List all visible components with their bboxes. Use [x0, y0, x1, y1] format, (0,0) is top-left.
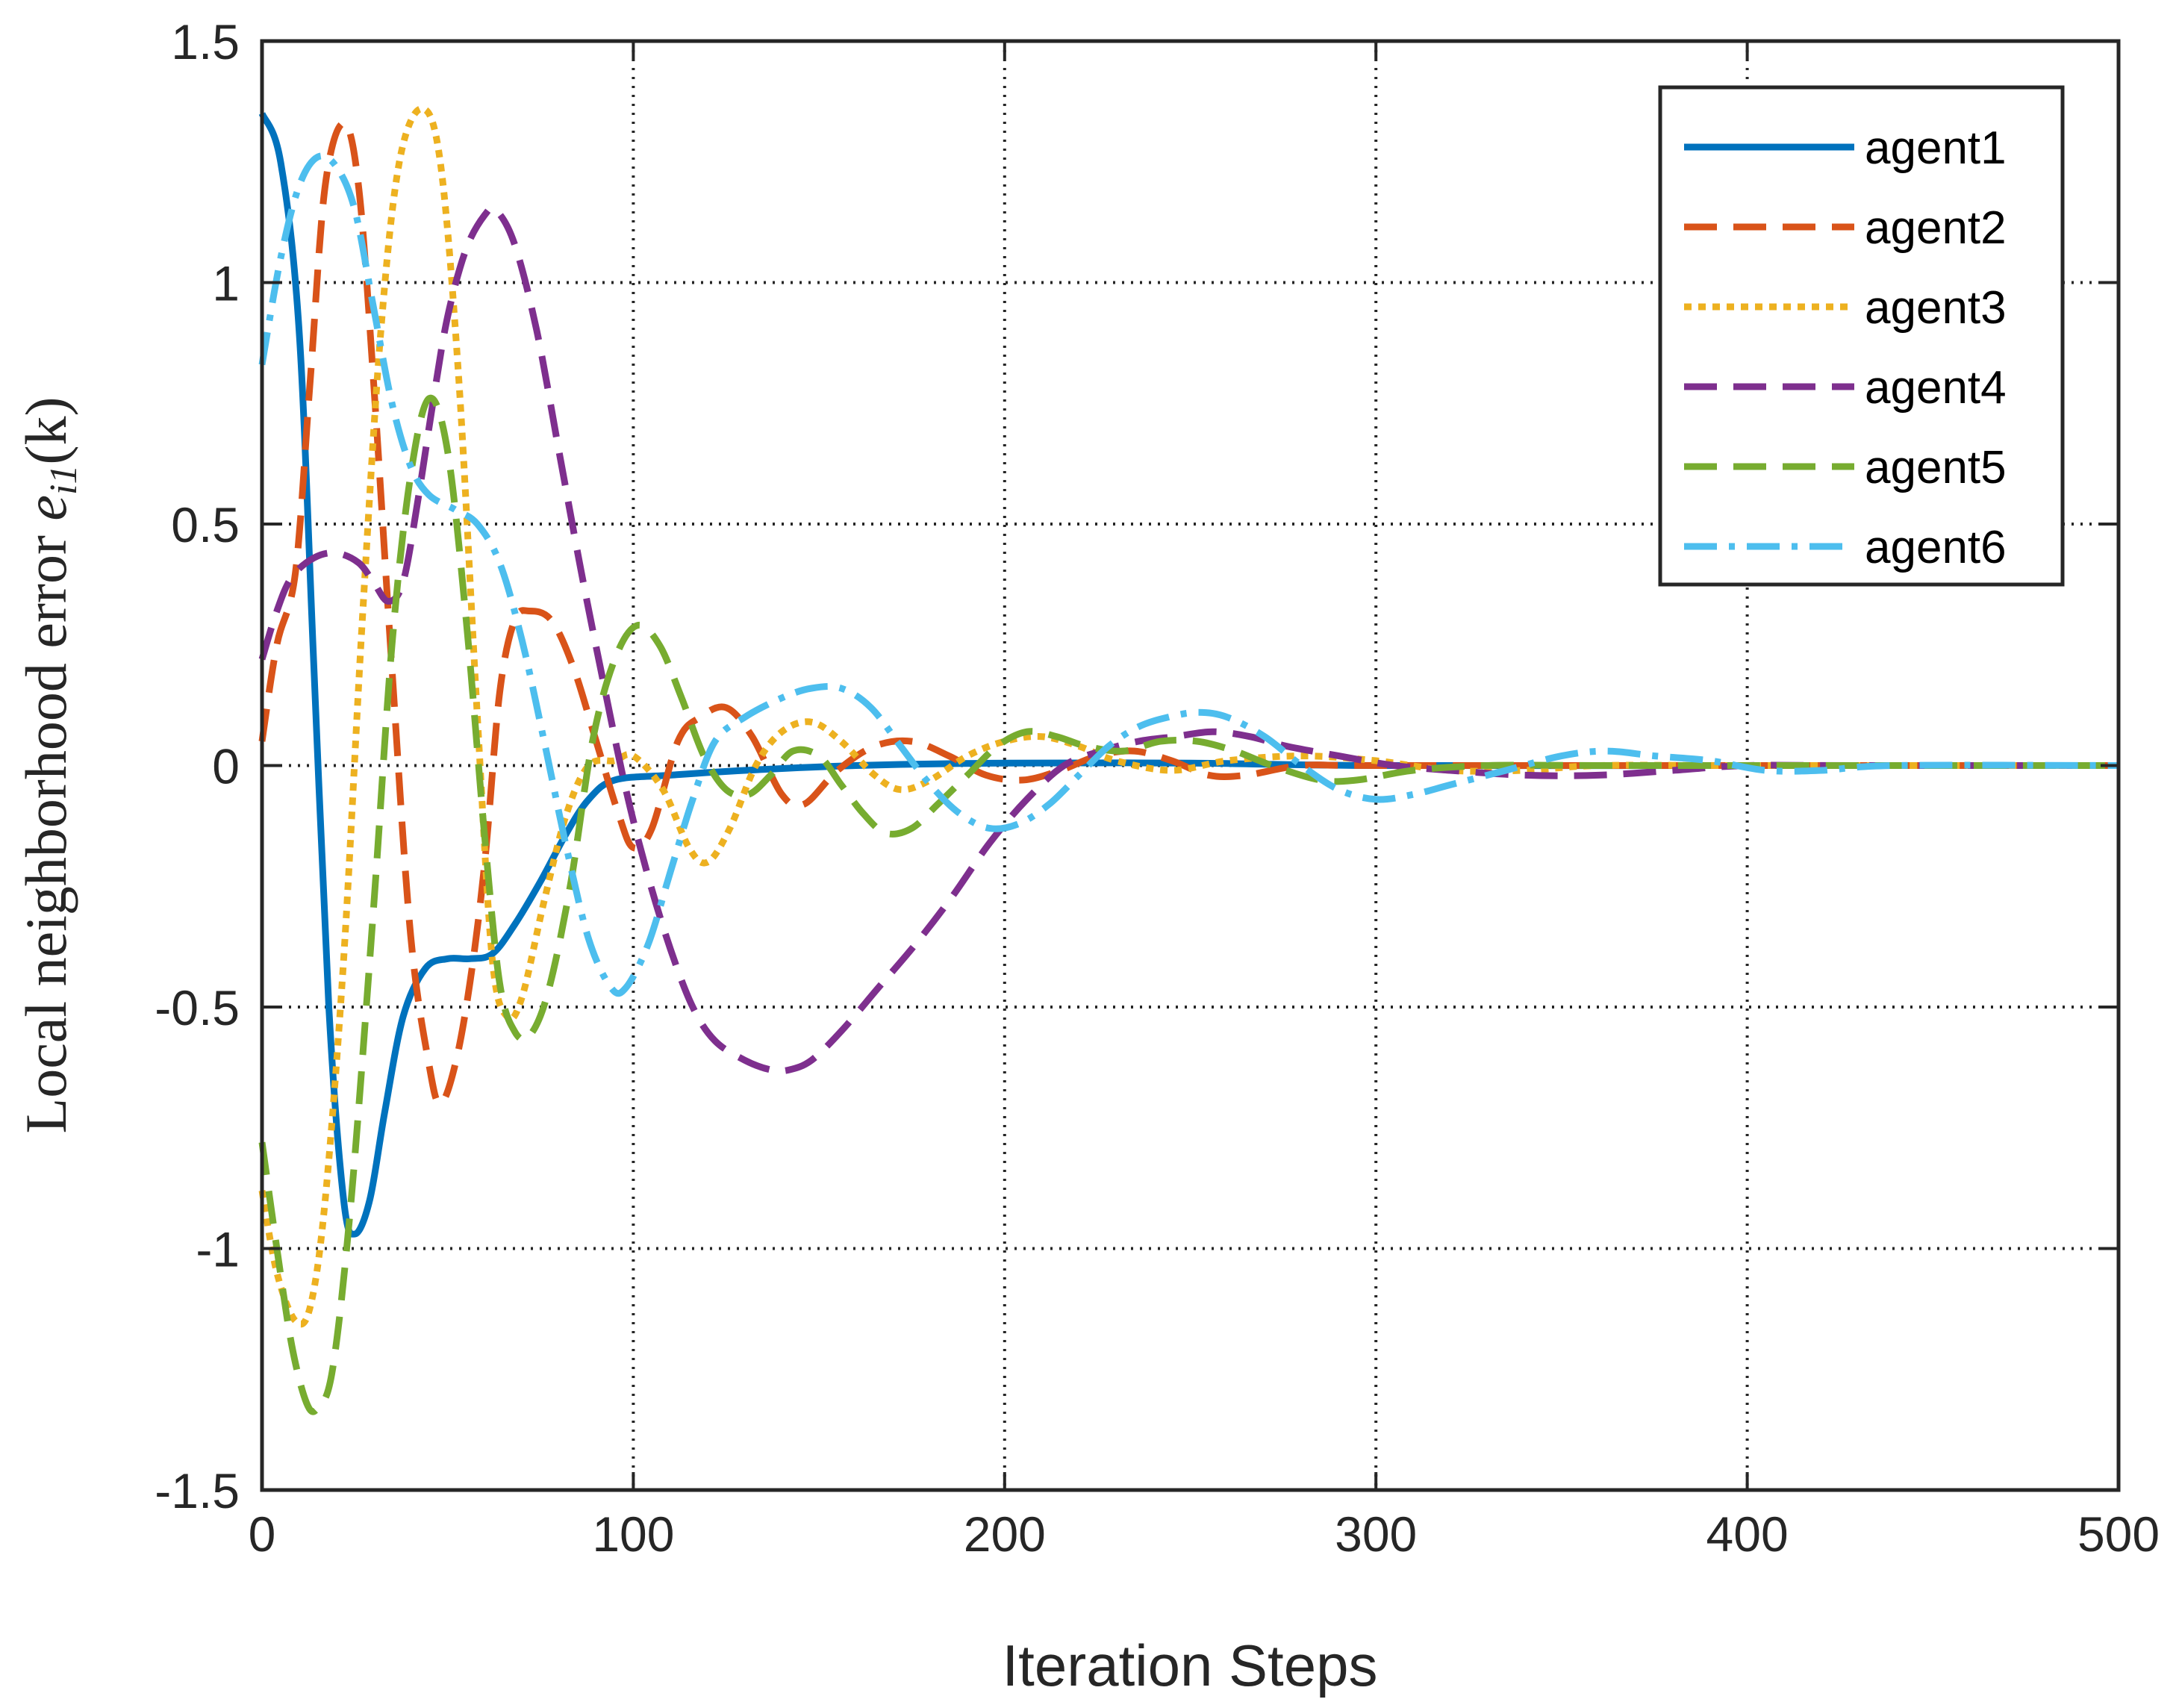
y-tick-labels: 1.5 1 0.5 0 -0.5 -1 -1.5: [155, 14, 240, 1518]
legend: agent1 agent2 agent3 agent4 agent5 agent6: [1658, 85, 2065, 587]
legend-label-agent6: agent6: [1865, 522, 2007, 573]
y-axis-title-var: e: [13, 495, 78, 521]
series-line-agent5: [258, 394, 2119, 1415]
series-line-agent1: [258, 112, 2119, 1238]
y-tick-label: 1: [212, 256, 240, 311]
y-tick-label: -0.5: [155, 980, 240, 1035]
y-tick-label: 0: [212, 739, 240, 794]
y-tick-label: 1.5: [171, 14, 240, 69]
y-axis-title-text: Local neighborhood error: [13, 521, 78, 1134]
legend-label-agent1: agent1: [1865, 122, 2007, 174]
y-tick-label: -1: [196, 1222, 240, 1277]
x-tick-label: 100: [592, 1506, 674, 1562]
y-axis-title: Local neighborhood error ei1(k): [13, 397, 85, 1134]
x-tick-label: 300: [1335, 1506, 1417, 1562]
legend-label-agent5: agent5: [1865, 442, 2007, 493]
x-tick-label: 200: [964, 1506, 1046, 1562]
x-tick-label: 500: [2077, 1506, 2160, 1562]
series-line-agent6: [258, 152, 2119, 997]
tick-marks: [261, 40, 2120, 1492]
legend-label-agent2: agent2: [1865, 202, 2007, 254]
x-tick-labels: 0 100 200 300 400 500: [249, 1506, 2160, 1562]
series-line-agent4: [258, 204, 2119, 1075]
x-tick-label: 400: [1706, 1506, 1789, 1562]
series-lines: [258, 105, 2119, 1415]
y-axis-title-sub: i1: [43, 465, 85, 495]
x-tick-label: 0: [249, 1506, 276, 1562]
legend-box: [1658, 85, 2065, 587]
y-axis-title-arg: (k): [13, 397, 78, 465]
x-axis-title: Iteration Steps: [1003, 1633, 1378, 1698]
legend-label-agent4: agent4: [1865, 362, 2007, 414]
y-tick-label: -1.5: [155, 1463, 240, 1518]
legend-items: agent1 agent2 agent3 agent4 agent5 agent6: [1684, 122, 2007, 573]
y-tick-label: 0.5: [171, 497, 240, 552]
legend-label-agent3: agent3: [1865, 282, 2007, 334]
